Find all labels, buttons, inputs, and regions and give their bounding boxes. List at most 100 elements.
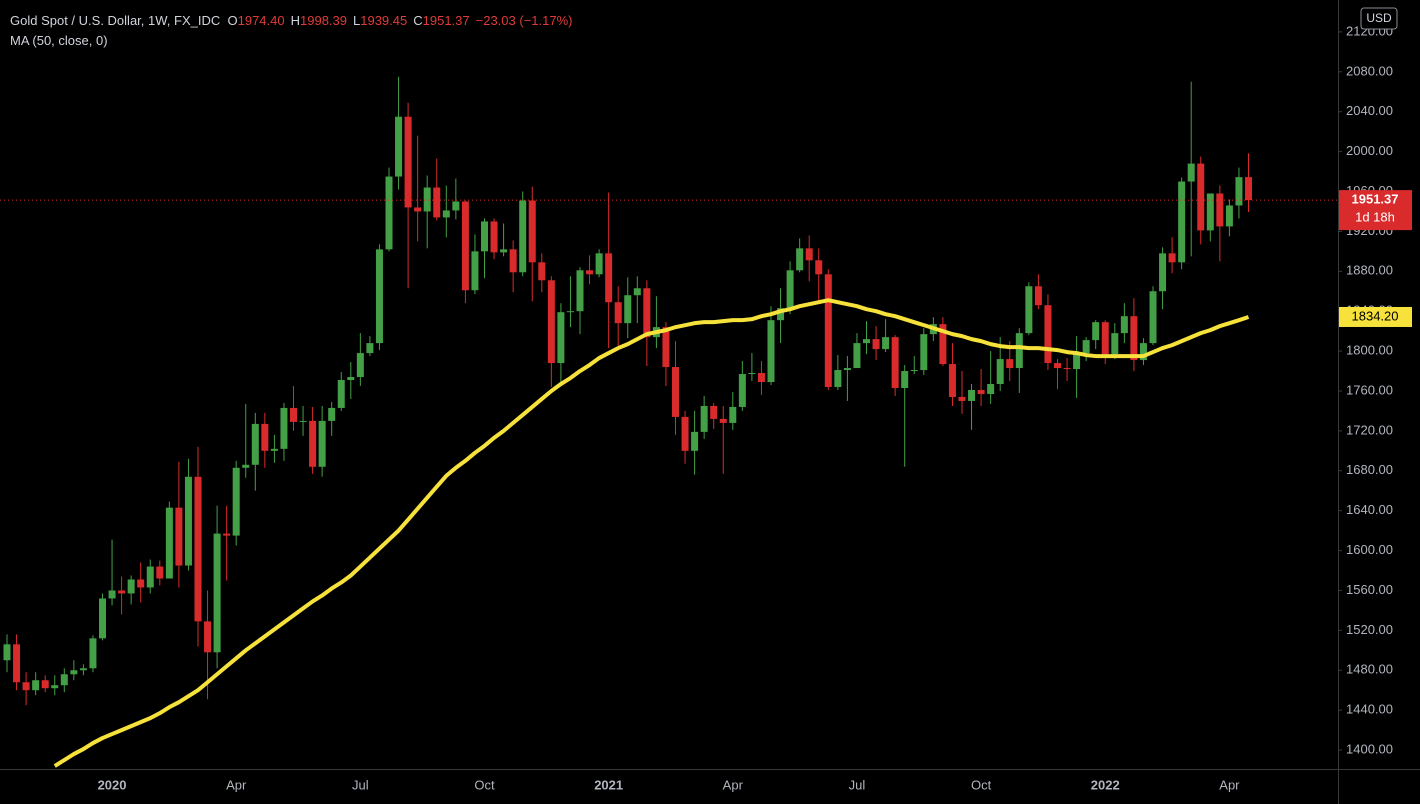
candle-body	[251, 423, 259, 465]
candle-body	[710, 405, 718, 419]
candle-body	[204, 621, 212, 653]
change: −23.03 (−1.17%)	[475, 13, 573, 28]
candle-body	[118, 590, 126, 594]
candle-body	[996, 359, 1004, 385]
candle-body	[1149, 291, 1157, 344]
x-tick-label: 2022	[1091, 777, 1120, 792]
ma-line	[53, 298, 1250, 768]
candle-body	[748, 373, 756, 375]
candle-body	[99, 598, 106, 639]
candle-body	[987, 384, 995, 394]
candle-body	[700, 405, 708, 432]
candle-body	[137, 579, 145, 588]
candle-body	[1197, 163, 1205, 231]
candle-body	[691, 431, 699, 451]
candle-body	[614, 302, 622, 324]
candle-body	[968, 389, 976, 401]
candle-body	[127, 579, 135, 594]
candle-body	[481, 221, 488, 252]
candle-body	[165, 507, 173, 579]
candle-body	[757, 373, 765, 383]
candle-body	[309, 420, 317, 467]
candle-body	[328, 407, 336, 421]
candle-body	[280, 407, 288, 449]
indicator-line[interactable]: MA (50, close, 0)	[10, 31, 578, 51]
candle-body	[184, 476, 192, 566]
candle-body	[681, 416, 689, 451]
ohlc-value: 1998.39	[300, 13, 347, 28]
candle-body	[834, 370, 842, 387]
y-tick-label: 1560.00	[1346, 582, 1393, 597]
candle-body	[156, 566, 164, 579]
candle-body	[1187, 163, 1195, 182]
countdown-label: 1d 18h	[1355, 210, 1395, 225]
legend: Gold Spot / U.S. Dollar, 1W, FX_IDC O197…	[10, 11, 578, 51]
indicator-title[interactable]: MA (50, close, 0)	[10, 33, 108, 48]
x-tick-label: Oct	[971, 777, 992, 792]
candle-body	[576, 270, 584, 312]
candle-body	[41, 680, 49, 689]
candle-body	[767, 320, 775, 383]
candle-body	[1006, 359, 1014, 369]
candle-body	[51, 685, 59, 689]
candle-body	[423, 187, 431, 212]
currency-label[interactable]: USD	[1366, 11, 1392, 25]
candle-body	[290, 407, 297, 422]
candle-body	[1245, 177, 1252, 201]
ohlc-value: 1939.45	[360, 13, 408, 28]
candle-body	[108, 590, 116, 599]
candle-body	[920, 334, 928, 371]
candle-body	[853, 343, 861, 369]
candle-body	[3, 644, 11, 661]
candle-body	[404, 116, 412, 208]
candle-body	[79, 668, 87, 671]
candle-body	[89, 638, 97, 669]
currency-button[interactable]: USD	[1360, 7, 1398, 30]
badges: 1951.37 1d 18h 1834.20	[1339, 190, 1412, 327]
candle-body	[738, 374, 746, 407]
candle-body	[1216, 193, 1224, 227]
y-tick-label: 1640.00	[1346, 502, 1393, 517]
candle-body	[461, 201, 469, 291]
y-tick-label: 1440.00	[1346, 702, 1393, 717]
candle-body	[32, 680, 40, 691]
candle-body	[194, 476, 202, 622]
currency-button-frame[interactable]	[1360, 7, 1398, 30]
candle-body	[490, 221, 498, 253]
candle-body	[1235, 177, 1243, 206]
ohlc-key: L	[353, 13, 361, 28]
x-tick-label: Apr	[1219, 777, 1240, 792]
candle-body	[375, 249, 383, 344]
candle-body	[270, 448, 278, 451]
candle-body	[385, 176, 393, 250]
candle-body	[1025, 286, 1033, 334]
ma-label: 1834.20	[1352, 308, 1399, 323]
x-tick-label: Jul	[849, 777, 866, 792]
candle-body	[777, 308, 785, 321]
ohlc-key: O	[227, 13, 238, 28]
y-tick-label: 1800.00	[1346, 343, 1393, 358]
ohlc-values: O1974.40 H1998.39 L1939.45 C1951.37	[227, 13, 475, 28]
ohlc-value: 1951.37	[422, 13, 470, 28]
y-tick-label: 1760.00	[1346, 382, 1393, 397]
candle-body	[242, 464, 250, 468]
candle-body	[872, 339, 880, 350]
candle-body	[433, 187, 441, 218]
candle-body	[662, 327, 670, 368]
symbol-line: Gold Spot / U.S. Dollar, 1W, FX_IDC O197…	[10, 11, 578, 31]
candle-body	[1206, 193, 1214, 231]
y-tick-label: 1520.00	[1346, 622, 1393, 637]
candle-body	[586, 270, 594, 275]
last-price-label: 1951.37	[1352, 192, 1399, 207]
candle-body	[500, 249, 508, 253]
candle-body	[146, 566, 154, 588]
candle-body	[1101, 322, 1109, 355]
x-tick-label: Apr	[723, 777, 744, 792]
x-tick-label: 2020	[98, 777, 127, 792]
candle-body	[605, 253, 613, 303]
candle-body	[213, 533, 221, 653]
candle-body	[519, 200, 527, 273]
candle-body	[13, 644, 21, 683]
candle-body	[1178, 181, 1186, 263]
